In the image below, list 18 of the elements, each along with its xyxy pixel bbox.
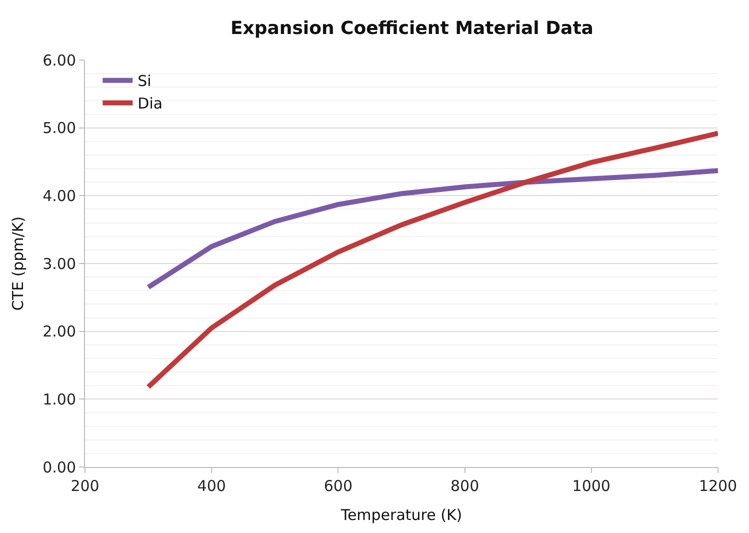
x-axis-title: Temperature (K) [340,506,462,524]
legend-label: Dia [138,94,163,113]
x-tick-label: 1200 [698,477,738,495]
x-tick-label: 200 [70,477,100,495]
legend-label: Si [138,72,152,90]
y-tick-label: 4.00 [42,186,76,205]
y-tick-label: 5.00 [42,119,76,138]
x-tick-label: 600 [324,477,353,495]
chart-title: Expansion Coefficient Material Data [230,18,594,39]
y-tick-label: 3.00 [42,254,76,273]
y-tick-label: 1.00 [42,390,76,408]
x-tick-label: 800 [450,477,480,495]
y-tick-label: 6.00 [42,51,76,70]
x-tick-label: 400 [197,477,226,495]
y-axis-title: CTE (ppm/K) [8,216,27,311]
y-tick-label: 2.00 [42,322,76,341]
y-tick-label: 0.00 [42,458,76,476]
x-tick-label: 1000 [572,477,610,495]
